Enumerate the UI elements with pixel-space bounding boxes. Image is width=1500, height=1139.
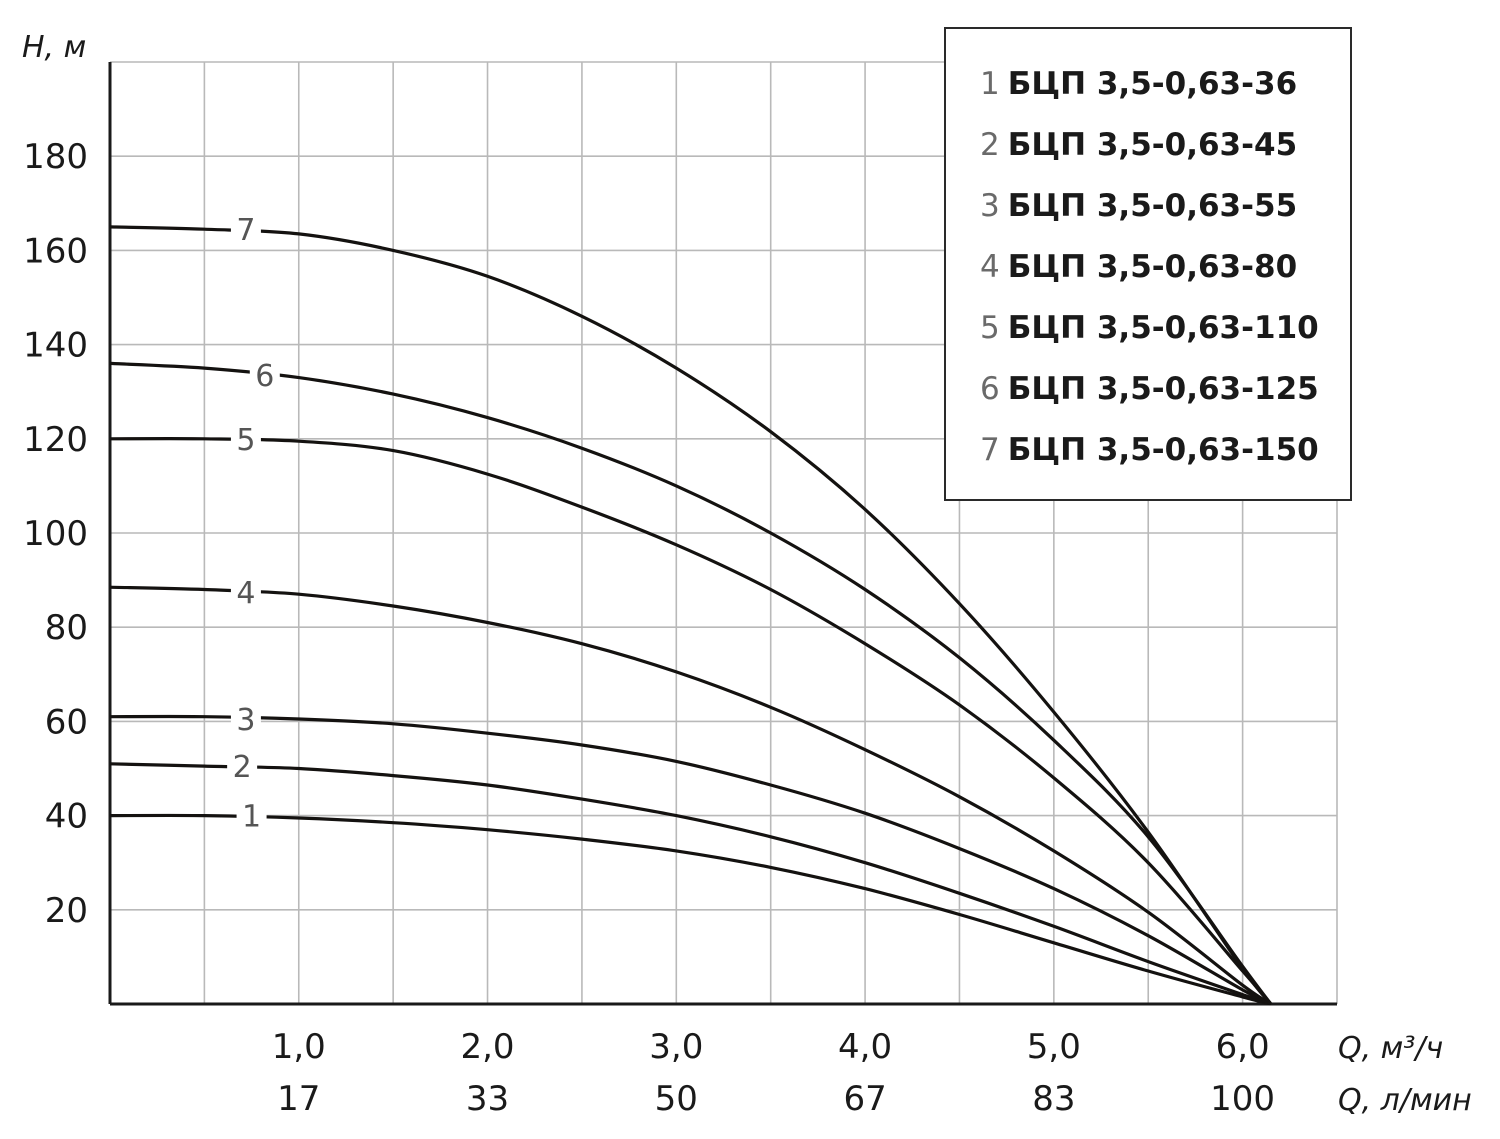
y-tick-label: 140 — [23, 326, 88, 366]
x-tick-label-secondary: 50 — [655, 1079, 698, 1119]
series-label-background — [230, 572, 261, 609]
series-label-background — [230, 419, 261, 456]
x-tick-label: 6,0 — [1216, 1027, 1270, 1067]
series-label-5: 5 — [236, 423, 255, 458]
legend-item-label: БЦП 3,5-0,63-36 — [1007, 66, 1298, 102]
x-tick-label: 1,0 — [272, 1027, 326, 1067]
x-axis-title-secondary: Q, л/мин — [1338, 1083, 1472, 1118]
series-line-4 — [109, 585, 1272, 1006]
series-line-3 — [109, 714, 1272, 1006]
x-tick-label-secondary: 33 — [466, 1079, 509, 1119]
series-label-4: 4 — [236, 576, 255, 611]
legend-item-label: БЦП 3,5-0,63-150 — [1007, 432, 1319, 468]
legend-item: 3 БЦП 3,5-0,63-55 — [946, 181, 1350, 242]
series-line-6 — [109, 361, 1273, 1005]
y-tick-label: 120 — [23, 420, 88, 460]
x-tick-label-secondary: 17 — [277, 1079, 320, 1119]
y-tick-label: 180 — [23, 137, 88, 177]
series-label-background — [227, 747, 258, 784]
series-line-1 — [109, 813, 1272, 1006]
legend-item-number: 4 — [980, 249, 1000, 285]
legend-item-number: 1 — [980, 66, 1000, 102]
y-axis-title: H, м — [22, 30, 86, 65]
curves — [109, 225, 1273, 1006]
series-line-5 — [109, 437, 1273, 1006]
series-line-2 — [109, 762, 1272, 1006]
series-label-1: 1 — [242, 800, 261, 835]
series-line-7 — [109, 225, 1273, 1006]
axes — [108, 62, 1337, 1006]
y-tick-label: 100 — [23, 514, 88, 554]
legend-item-label: БЦП 3,5-0,63-55 — [1007, 188, 1298, 224]
x-tick-label: 4,0 — [838, 1027, 892, 1067]
legend-item: 5 БЦП 3,5-0,63-110 — [946, 303, 1350, 364]
x-tick-label: 5,0 — [1027, 1027, 1081, 1067]
legend-item-number: 5 — [980, 310, 1000, 346]
x-tick-label: 2,0 — [460, 1027, 514, 1067]
legend-item: 4 БЦП 3,5-0,63-80 — [946, 242, 1350, 303]
legend-item-number: 3 — [980, 188, 1000, 224]
labels: 204060801001201401601801,0172,0333,0504,… — [23, 137, 1275, 1119]
legend-item-number: 2 — [980, 127, 1000, 163]
legend-item-label: БЦП 3,5-0,63-125 — [1007, 371, 1319, 407]
series-label-background — [230, 700, 261, 737]
series-label-background — [230, 210, 261, 247]
legend-item-label: БЦП 3,5-0,63-110 — [1007, 310, 1319, 346]
series-label-3: 3 — [236, 703, 255, 738]
series-label-2: 2 — [233, 750, 252, 785]
legend-item: 1 БЦП 3,5-0,63-36 — [946, 59, 1350, 120]
legend-item: 7 БЦП 3,5-0,63-150 — [946, 425, 1350, 486]
y-tick-label: 80 — [45, 608, 88, 648]
x-tick-label-secondary: 100 — [1210, 1079, 1275, 1119]
x-tick-label-secondary: 83 — [1032, 1079, 1075, 1119]
x-axis-title-primary: Q, м³/ч — [1338, 1031, 1443, 1066]
y-tick-label: 60 — [45, 702, 88, 742]
legend-item: 6 БЦП 3,5-0,63-125 — [946, 364, 1350, 425]
legend: 1 БЦП 3,5-0,63-36 2 БЦП 3,5-0,63-45 3 БЦП 3… — [944, 27, 1352, 501]
y-tick-label: 20 — [45, 891, 88, 931]
series-label-background — [249, 356, 280, 393]
y-tick-label: 160 — [23, 231, 88, 271]
legend-item-number: 7 — [980, 432, 1000, 468]
legend-item-number: 6 — [980, 371, 1000, 407]
x-tick-label: 3,0 — [649, 1027, 703, 1067]
y-tick-label: 40 — [45, 797, 88, 837]
legend-item-label: БЦП 3,5-0,63-80 — [1007, 249, 1298, 285]
series-label-7: 7 — [236, 213, 255, 248]
series-label-background — [236, 796, 267, 833]
x-tick-label-secondary: 67 — [843, 1079, 886, 1119]
legend-item: 2 БЦП 3,5-0,63-45 — [946, 120, 1350, 181]
legend-item-label: БЦП 3,5-0,63-45 — [1007, 127, 1298, 163]
series-label-6: 6 — [255, 359, 274, 394]
